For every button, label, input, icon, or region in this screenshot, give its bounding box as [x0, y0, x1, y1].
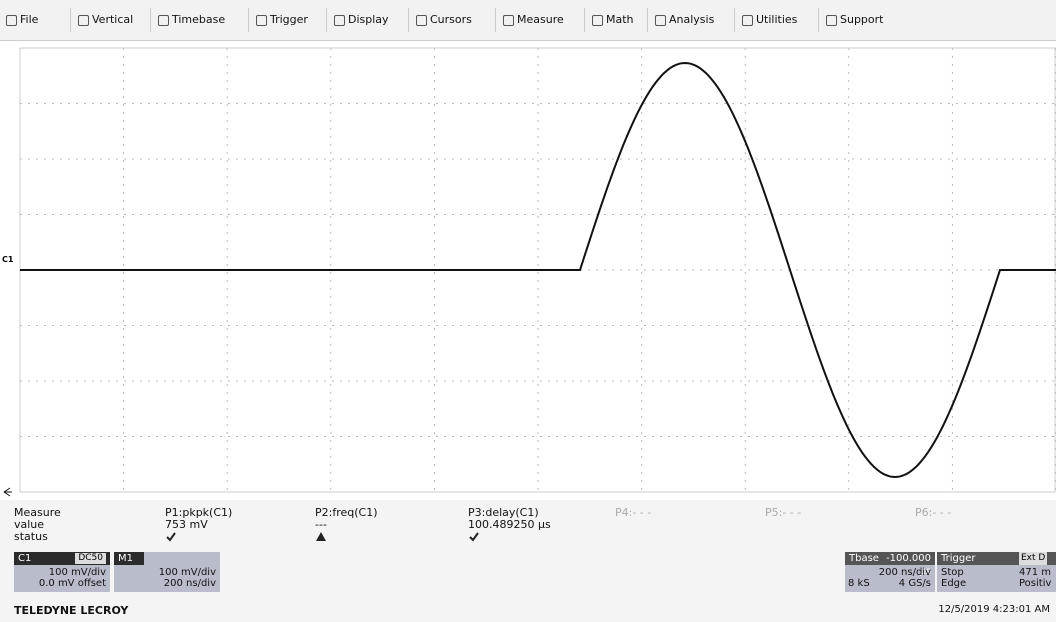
c1-coupling: DC50 — [75, 553, 106, 564]
param-value: --- — [315, 518, 327, 531]
trigger-mode: Stop — [941, 567, 964, 578]
status-icon — [469, 532, 479, 542]
param-name: P6:- - - — [915, 506, 952, 519]
c1-offset: 0.0 mV offset — [38, 578, 106, 589]
trigger-level: 471 m — [1019, 567, 1052, 578]
trigger-arrow — [3, 487, 12, 497]
menu-separator — [248, 8, 249, 32]
menu-separator — [70, 8, 71, 32]
m1-label: M1 — [114, 552, 144, 565]
c1-label: C1 — [18, 553, 32, 564]
menu-item[interactable]: Analysis — [655, 13, 714, 26]
c1-header: C1 DC50 — [14, 552, 110, 565]
timebase-delay: -100.000 µs — [886, 553, 931, 577]
menu-separator — [584, 8, 585, 32]
m1-box[interactable]: M1 100 mV/div 200 ns/div — [114, 552, 220, 592]
menu-separator — [734, 8, 735, 32]
param-name: P2:freq(C1) — [315, 506, 378, 519]
trigger-slope: Positiv — [1019, 578, 1052, 589]
waveform-display: C1 — [2, 47, 1056, 497]
bottom-panel: Measure value status P1:pkpk(C1) 753 mV P2… — [0, 500, 1056, 622]
menu-separator — [150, 8, 151, 32]
param-name: P4:- - - — [615, 506, 652, 519]
param-name: P1:pkpk(C1) — [165, 506, 233, 519]
status-icon — [316, 532, 326, 541]
timebase-rate: 4 GS/s — [898, 578, 931, 589]
trace-marker: C1 — [2, 255, 14, 264]
m1-timebase: 200 ns/div — [163, 578, 216, 589]
menu-item[interactable]: Vertical — [78, 13, 133, 26]
c1-scale: 100 mV/div — [48, 567, 106, 578]
menu-bar: File Vertical Timebase Trigger Display Cursor… — [0, 0, 1056, 41]
row-label: status — [14, 530, 48, 543]
menu-item[interactable]: Cursors — [416, 13, 472, 26]
c1-box[interactable]: C1 DC50 100 mV/div 0.0 mV offset — [14, 552, 110, 592]
trigger-type: Edge — [941, 578, 967, 589]
check-icon — [469, 532, 479, 542]
trigger-label: Trigger — [941, 553, 976, 564]
menu-item[interactable]: Support — [826, 13, 883, 26]
measure-header: Measure — [14, 506, 61, 519]
status-icon — [166, 532, 176, 542]
timebase-header: Tbase -100.000 µs — [845, 552, 935, 577]
datetime: 12/5/2019 4:23:01 AM — [938, 604, 1050, 615]
menu-item[interactable]: Measure — [503, 13, 564, 26]
trigger-box[interactable]: Trigger Ext D Stop 471 m Edge Positiv — [937, 552, 1056, 592]
menu-item[interactable]: Display — [334, 13, 389, 26]
grid — [19, 47, 1056, 493]
param-value: 753 mV — [165, 518, 208, 531]
m1-scale: 100 mV/div — [158, 567, 216, 578]
menu-item[interactable]: Utilities — [742, 13, 797, 26]
param-name: P5:- - - — [765, 506, 802, 519]
timebase-box[interactable]: Tbase -100.000 µs 200 ns/div 8 kS 4 GS/s — [845, 552, 935, 592]
timebase-scale: 200 ns/div — [878, 567, 931, 578]
check-icon — [166, 532, 176, 542]
menu-separator — [326, 8, 327, 32]
menu-separator — [408, 8, 409, 32]
trigger-source: Ext D — [1019, 552, 1048, 565]
timebase-label: Tbase — [849, 553, 879, 564]
trigger-header: Trigger Ext D — [937, 552, 1056, 565]
waveform — [20, 61, 1056, 479]
menu-item[interactable]: Trigger — [256, 13, 308, 26]
menu-separator — [647, 8, 648, 32]
menu-item[interactable]: File — [6, 13, 38, 26]
param-value: 100.489250 µs — [468, 518, 551, 531]
menu-separator — [818, 8, 819, 32]
menu-item[interactable]: Timebase — [158, 13, 225, 26]
warning-icon — [316, 532, 326, 541]
menu-item[interactable]: Math — [592, 13, 634, 26]
timebase-samples: 8 kS — [848, 578, 870, 589]
row-label: value — [14, 518, 45, 531]
brand: TELEDYNE LECROY — [14, 604, 129, 617]
param-name: P3:delay(C1) — [468, 506, 539, 519]
menu-separator — [495, 8, 496, 32]
